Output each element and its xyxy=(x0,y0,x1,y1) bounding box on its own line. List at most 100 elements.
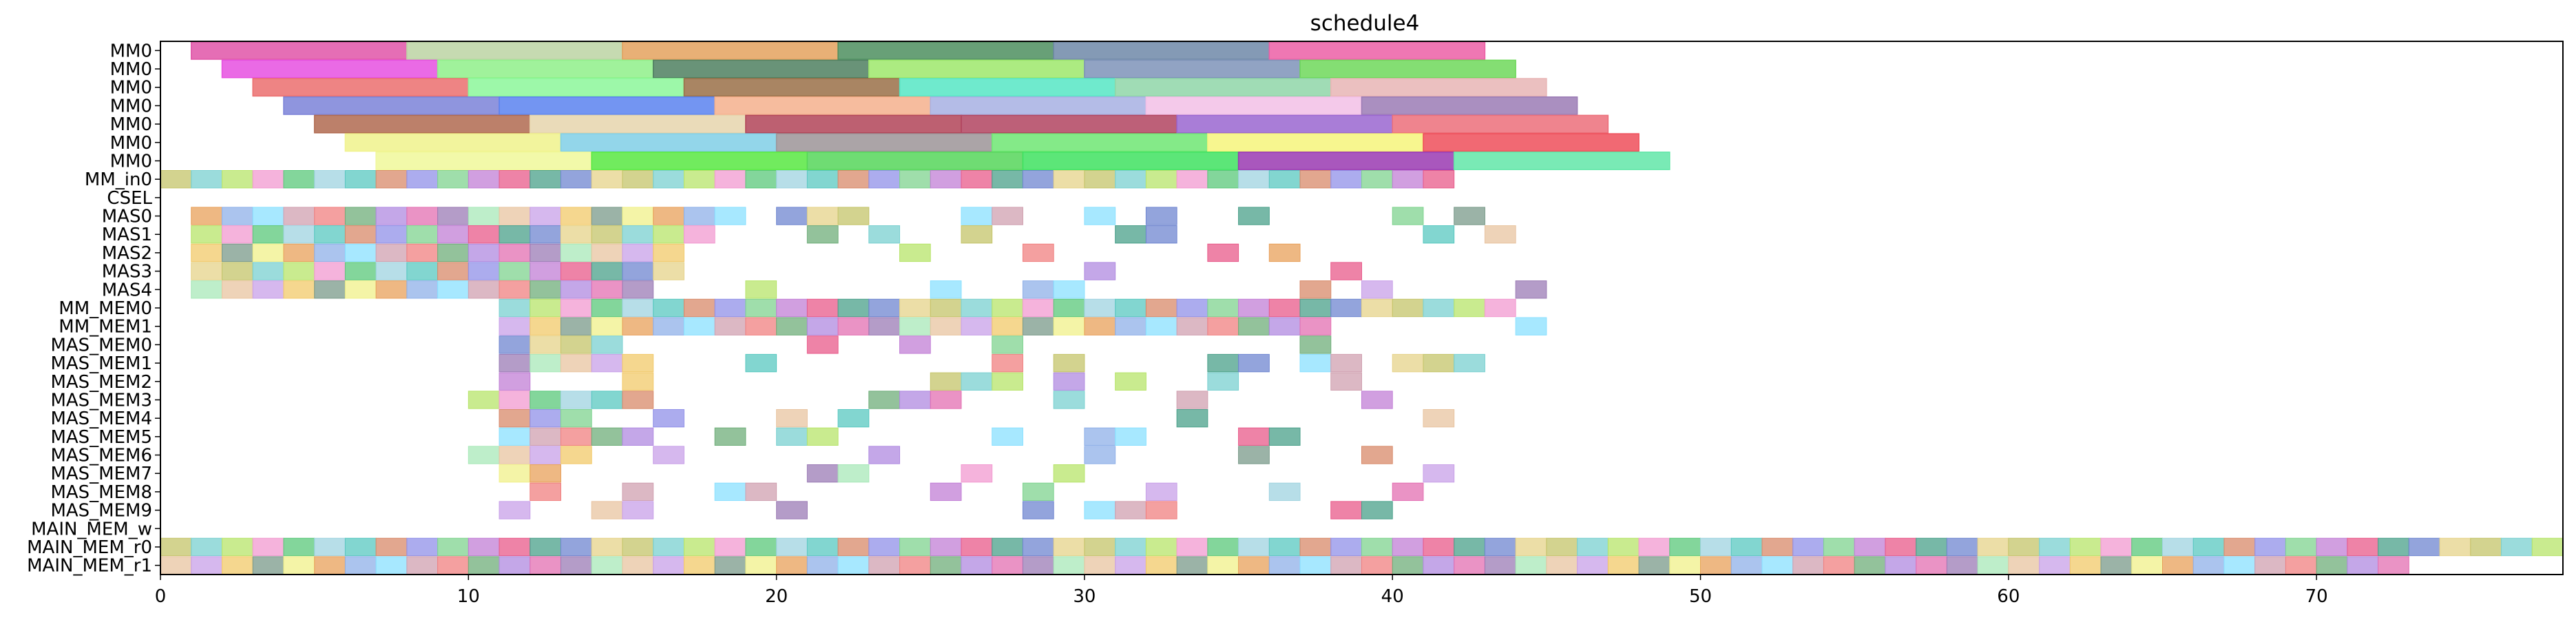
task-cell xyxy=(1268,243,1301,262)
task-cell xyxy=(1916,537,1947,557)
task-cell xyxy=(653,243,684,262)
task-cell xyxy=(1238,427,1270,446)
task-cell xyxy=(437,207,469,225)
y-tick-label: CSEL xyxy=(107,188,152,209)
y-tick-label: MAS1 xyxy=(102,225,152,245)
task-cell xyxy=(191,262,222,280)
task-cell xyxy=(561,262,592,280)
task-cell xyxy=(622,391,654,409)
task-cell xyxy=(653,207,684,225)
task-cell xyxy=(622,556,654,575)
task-bar xyxy=(1176,114,1393,134)
task-cell xyxy=(1238,353,1270,373)
y-tick-label: MAS3 xyxy=(102,262,152,282)
task-cell xyxy=(2501,537,2533,557)
x-tick-label: 70 xyxy=(2305,586,2328,607)
task-cell xyxy=(191,243,222,262)
task-bar xyxy=(530,114,746,134)
task-cell xyxy=(930,298,962,318)
task-cell xyxy=(344,556,377,575)
task-cell xyxy=(1484,225,1516,244)
task-cell xyxy=(2069,556,2102,575)
task-cell xyxy=(530,482,561,502)
y-tick-label: MM_MEM1 xyxy=(59,317,152,338)
task-cell xyxy=(468,262,500,280)
task-cell xyxy=(499,298,531,318)
task-cell xyxy=(283,262,315,280)
task-cell xyxy=(160,537,192,557)
task-bar xyxy=(1084,59,1301,79)
task-cell xyxy=(1053,317,1085,335)
task-cell xyxy=(1238,556,1270,575)
task-cell xyxy=(591,556,623,575)
task-cell xyxy=(1854,556,1886,575)
task-cell xyxy=(283,225,315,244)
task-cell xyxy=(776,556,808,575)
task-cell xyxy=(714,482,746,502)
task-cell xyxy=(1423,225,1455,244)
task-cell xyxy=(622,427,654,446)
task-cell xyxy=(191,169,222,189)
task-cell xyxy=(437,243,469,262)
task-cell xyxy=(622,207,654,225)
task-cell xyxy=(683,169,715,189)
task-cell xyxy=(314,537,346,557)
task-cell xyxy=(314,262,346,280)
task-cell xyxy=(406,243,439,262)
task-cell xyxy=(1299,353,1332,373)
task-cell xyxy=(499,169,531,189)
task-cell xyxy=(992,335,1023,354)
task-cell xyxy=(1916,556,1947,575)
task-cell xyxy=(837,169,870,189)
task-cell xyxy=(1084,427,1116,446)
task-cell xyxy=(561,391,592,409)
task-cell xyxy=(992,537,1023,557)
task-cell xyxy=(344,262,377,280)
task-cell xyxy=(591,335,623,354)
task-cell xyxy=(499,537,531,557)
task-bar xyxy=(1022,152,1239,170)
task-cell xyxy=(1238,207,1270,225)
y-tick-label: MAS2 xyxy=(102,243,152,264)
task-cell xyxy=(499,207,531,225)
task-cell xyxy=(591,262,623,280)
task-bar xyxy=(868,59,1085,79)
task-cell xyxy=(468,243,500,262)
task-bar xyxy=(775,133,993,152)
task-cell xyxy=(437,280,469,299)
task-cell xyxy=(622,501,654,519)
task-cell xyxy=(837,409,870,428)
task-cell xyxy=(961,207,993,225)
task-cell xyxy=(2285,537,2317,557)
task-cell xyxy=(2223,537,2256,557)
task-cell xyxy=(375,207,408,225)
task-cell xyxy=(221,262,253,280)
task-cell xyxy=(561,556,592,575)
task-cell xyxy=(1885,556,1917,575)
task-cell xyxy=(561,317,592,335)
task-bar xyxy=(221,59,439,79)
task-cell xyxy=(1392,353,1424,373)
task-cell xyxy=(622,280,654,299)
task-cell xyxy=(1515,317,1547,335)
task-cell xyxy=(283,243,315,262)
task-cell xyxy=(499,501,531,519)
task-bar xyxy=(714,96,932,115)
task-cell xyxy=(1361,537,1393,557)
task-cell xyxy=(530,556,561,575)
task-cell xyxy=(591,317,623,335)
task-cell xyxy=(653,556,684,575)
task-cell xyxy=(561,243,592,262)
task-cell xyxy=(344,225,377,244)
task-cell xyxy=(1176,317,1208,335)
task-cell xyxy=(806,427,839,446)
task-cell xyxy=(1053,353,1085,373)
y-tick-label: MAIN_MEM_w xyxy=(31,519,152,539)
task-cell xyxy=(776,317,808,335)
task-cell xyxy=(1268,537,1301,557)
task-cell xyxy=(1361,556,1393,575)
task-cell xyxy=(468,446,500,464)
task-cell xyxy=(930,372,962,391)
task-cell xyxy=(344,243,377,262)
task-cell xyxy=(1115,427,1146,446)
